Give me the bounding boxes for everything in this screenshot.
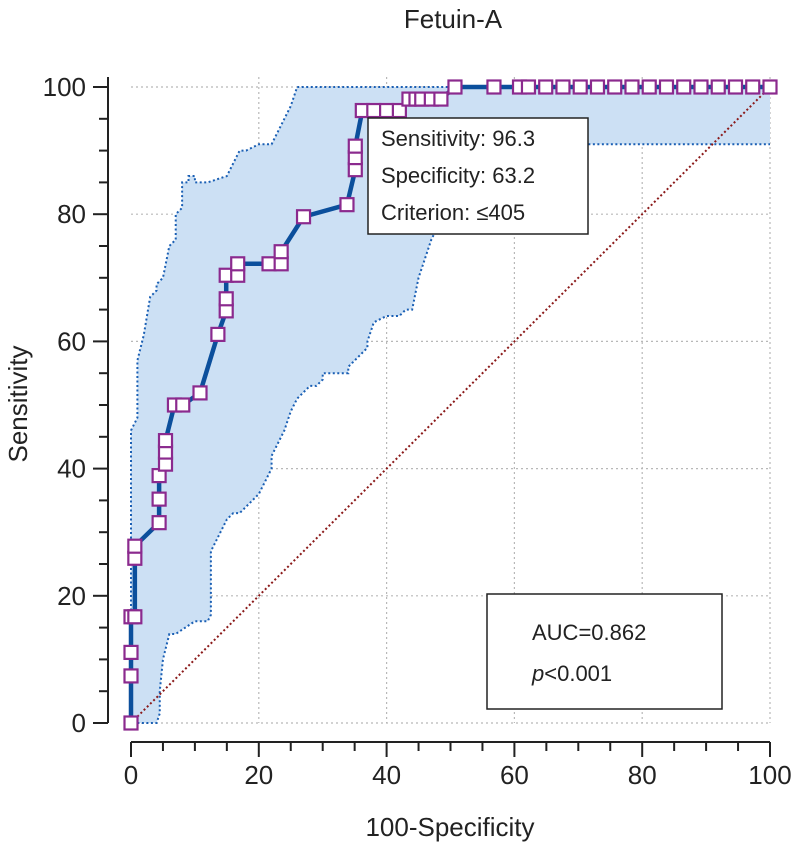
roc-point-marker xyxy=(727,79,744,95)
auc-box: AUC=0.862 p<0.001 xyxy=(486,593,723,710)
criterion-threshold: Criterion: ≤405 xyxy=(381,200,525,225)
roc-point-marker xyxy=(572,79,588,95)
roc-point-marker xyxy=(745,79,761,95)
roc-point-marker xyxy=(151,491,167,507)
y-axis-label: Sensitivity xyxy=(3,345,33,462)
y-tick-label: 0 xyxy=(72,708,86,738)
y-tick-label: 20 xyxy=(57,581,86,611)
reference-line xyxy=(130,86,771,724)
roc-point-marker xyxy=(762,79,778,95)
auc-label: AUC=0.862 xyxy=(532,620,646,645)
criterion-sensitivity: Sensitivity: 96.3 xyxy=(381,126,535,151)
roc-point-marker xyxy=(157,433,174,449)
chart-title: Fetuin-A xyxy=(404,4,503,34)
x-tick-label: 0 xyxy=(124,760,138,790)
criterion-specificity: Specificity: 63.2 xyxy=(381,163,535,188)
roc-point-marker xyxy=(589,79,606,95)
roc-point-marker xyxy=(123,644,139,661)
x-tick-label: 100 xyxy=(748,760,791,790)
roc-point-marker xyxy=(175,397,191,413)
roc-point-marker xyxy=(123,668,139,684)
roc-point-marker xyxy=(127,538,143,554)
roc-point-marker xyxy=(676,79,692,95)
roc-point-marker xyxy=(230,256,246,272)
y-tick-label: 40 xyxy=(57,454,86,484)
y-tick-label: 80 xyxy=(57,199,86,229)
roc-point-marker xyxy=(273,244,289,260)
x-axis-label: 100-Specificity xyxy=(365,812,534,842)
axes: 0 20 40 60 80 100 0 20 40 60 80 100 xyxy=(43,72,792,790)
x-tick-label: 20 xyxy=(244,760,273,790)
x-tick-label: 60 xyxy=(500,760,529,790)
roc-point-marker xyxy=(555,79,571,95)
reference-diagonal xyxy=(130,86,771,724)
roc-point-marker xyxy=(433,91,449,107)
roc-point-marker xyxy=(607,79,623,95)
roc-point-marker xyxy=(127,609,143,625)
p-value-label: p<0.001 xyxy=(531,661,612,686)
roc-point-marker xyxy=(658,79,675,95)
roc-point-marker xyxy=(123,715,139,731)
roc-point-marker xyxy=(218,291,234,307)
roc-point-marker xyxy=(624,79,640,95)
y-tick-label: 60 xyxy=(57,326,86,356)
criterion-box-frame xyxy=(367,117,589,235)
roc-point-marker xyxy=(379,102,395,119)
ci-lower-border xyxy=(137,143,770,724)
roc-point-marker xyxy=(151,515,167,531)
roc-point-marker xyxy=(710,79,726,95)
roc-point-marker xyxy=(693,79,709,95)
roc-point-marker xyxy=(366,102,382,119)
y-tick-label: 100 xyxy=(43,72,86,102)
roc-point-marker xyxy=(339,197,355,213)
roc-point-marker xyxy=(391,102,407,119)
criterion-box: Sensitivity: 96.3 Specificity: 63.2 Crit… xyxy=(367,117,589,235)
auc-box-frame xyxy=(486,593,723,710)
x-tick-label: 40 xyxy=(372,760,401,790)
x-tick-label: 80 xyxy=(628,760,657,790)
roc-point-marker xyxy=(520,79,537,95)
p-symbol: p xyxy=(531,661,544,686)
roc-point-marker xyxy=(210,326,226,343)
roc-point-marker xyxy=(486,79,502,95)
roc-point-marker xyxy=(447,79,463,95)
ci-fill xyxy=(131,87,770,723)
confidence-band xyxy=(130,86,770,724)
roc-point-marker xyxy=(347,138,363,154)
p-value: <0.001 xyxy=(544,661,612,686)
roc-point-marker xyxy=(192,385,208,401)
roc-series xyxy=(123,79,778,731)
roc-point-marker xyxy=(641,79,657,95)
roc-point-marker xyxy=(295,209,312,225)
roc-point-marker xyxy=(538,79,554,95)
